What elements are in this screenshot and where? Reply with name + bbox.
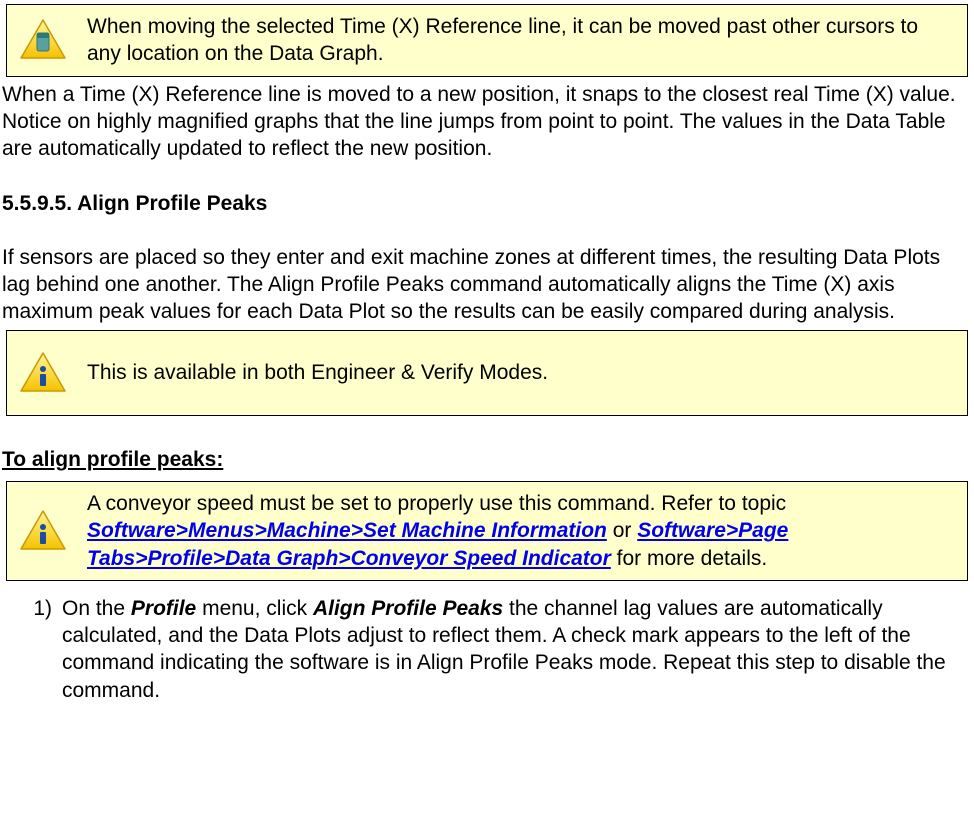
info-icon xyxy=(19,351,67,395)
steps-list: 1) On the Profile menu, click Align Prof… xyxy=(18,595,966,704)
step-1-t2: menu, click xyxy=(196,597,313,620)
paragraph-reference-line: When a Time (X) Reference line is moved … xyxy=(2,81,968,163)
tip-icon xyxy=(19,18,67,62)
step-1-align-cmd: Align Profile Peaks xyxy=(313,597,503,620)
step-1-t1: On the xyxy=(62,597,131,620)
step-1-profile-menu: Profile xyxy=(131,597,196,620)
conveyor-pre: A conveyor speed must be set to properly… xyxy=(87,492,786,515)
section-number: 5.5.9.5. xyxy=(2,192,72,215)
paragraph-align-description: If sensors are placed so they enter and … xyxy=(2,244,968,326)
step-1-body: On the Profile menu, click Align Profile… xyxy=(62,595,966,704)
section-heading: 5.5.9.5. Align Profile Peaks xyxy=(2,190,968,217)
step-1: 1) On the Profile menu, click Align Prof… xyxy=(18,595,966,704)
info-icon xyxy=(19,509,67,553)
tip-text: When moving the selected Time (X) Refere… xyxy=(87,13,955,68)
info-text-modes: This is available in both Engineer & Ver… xyxy=(87,359,955,386)
section-title: Align Profile Peaks xyxy=(77,192,267,215)
conveyor-mid: or xyxy=(607,519,637,542)
subheading-align-peaks: To align profile peaks: xyxy=(2,446,968,473)
step-1-number: 1) xyxy=(18,595,62,704)
conveyor-post: for more details. xyxy=(611,547,767,570)
link-set-machine-info[interactable]: Software>Menus>Machine>Set Machine Infor… xyxy=(87,519,607,542)
info-callout-modes: This is available in both Engineer & Ver… xyxy=(6,330,968,416)
info-text-conveyor: A conveyor speed must be set to properly… xyxy=(87,490,955,572)
info-callout-conveyor: A conveyor speed must be set to properly… xyxy=(6,481,968,581)
tip-callout: When moving the selected Time (X) Refere… xyxy=(6,4,968,77)
